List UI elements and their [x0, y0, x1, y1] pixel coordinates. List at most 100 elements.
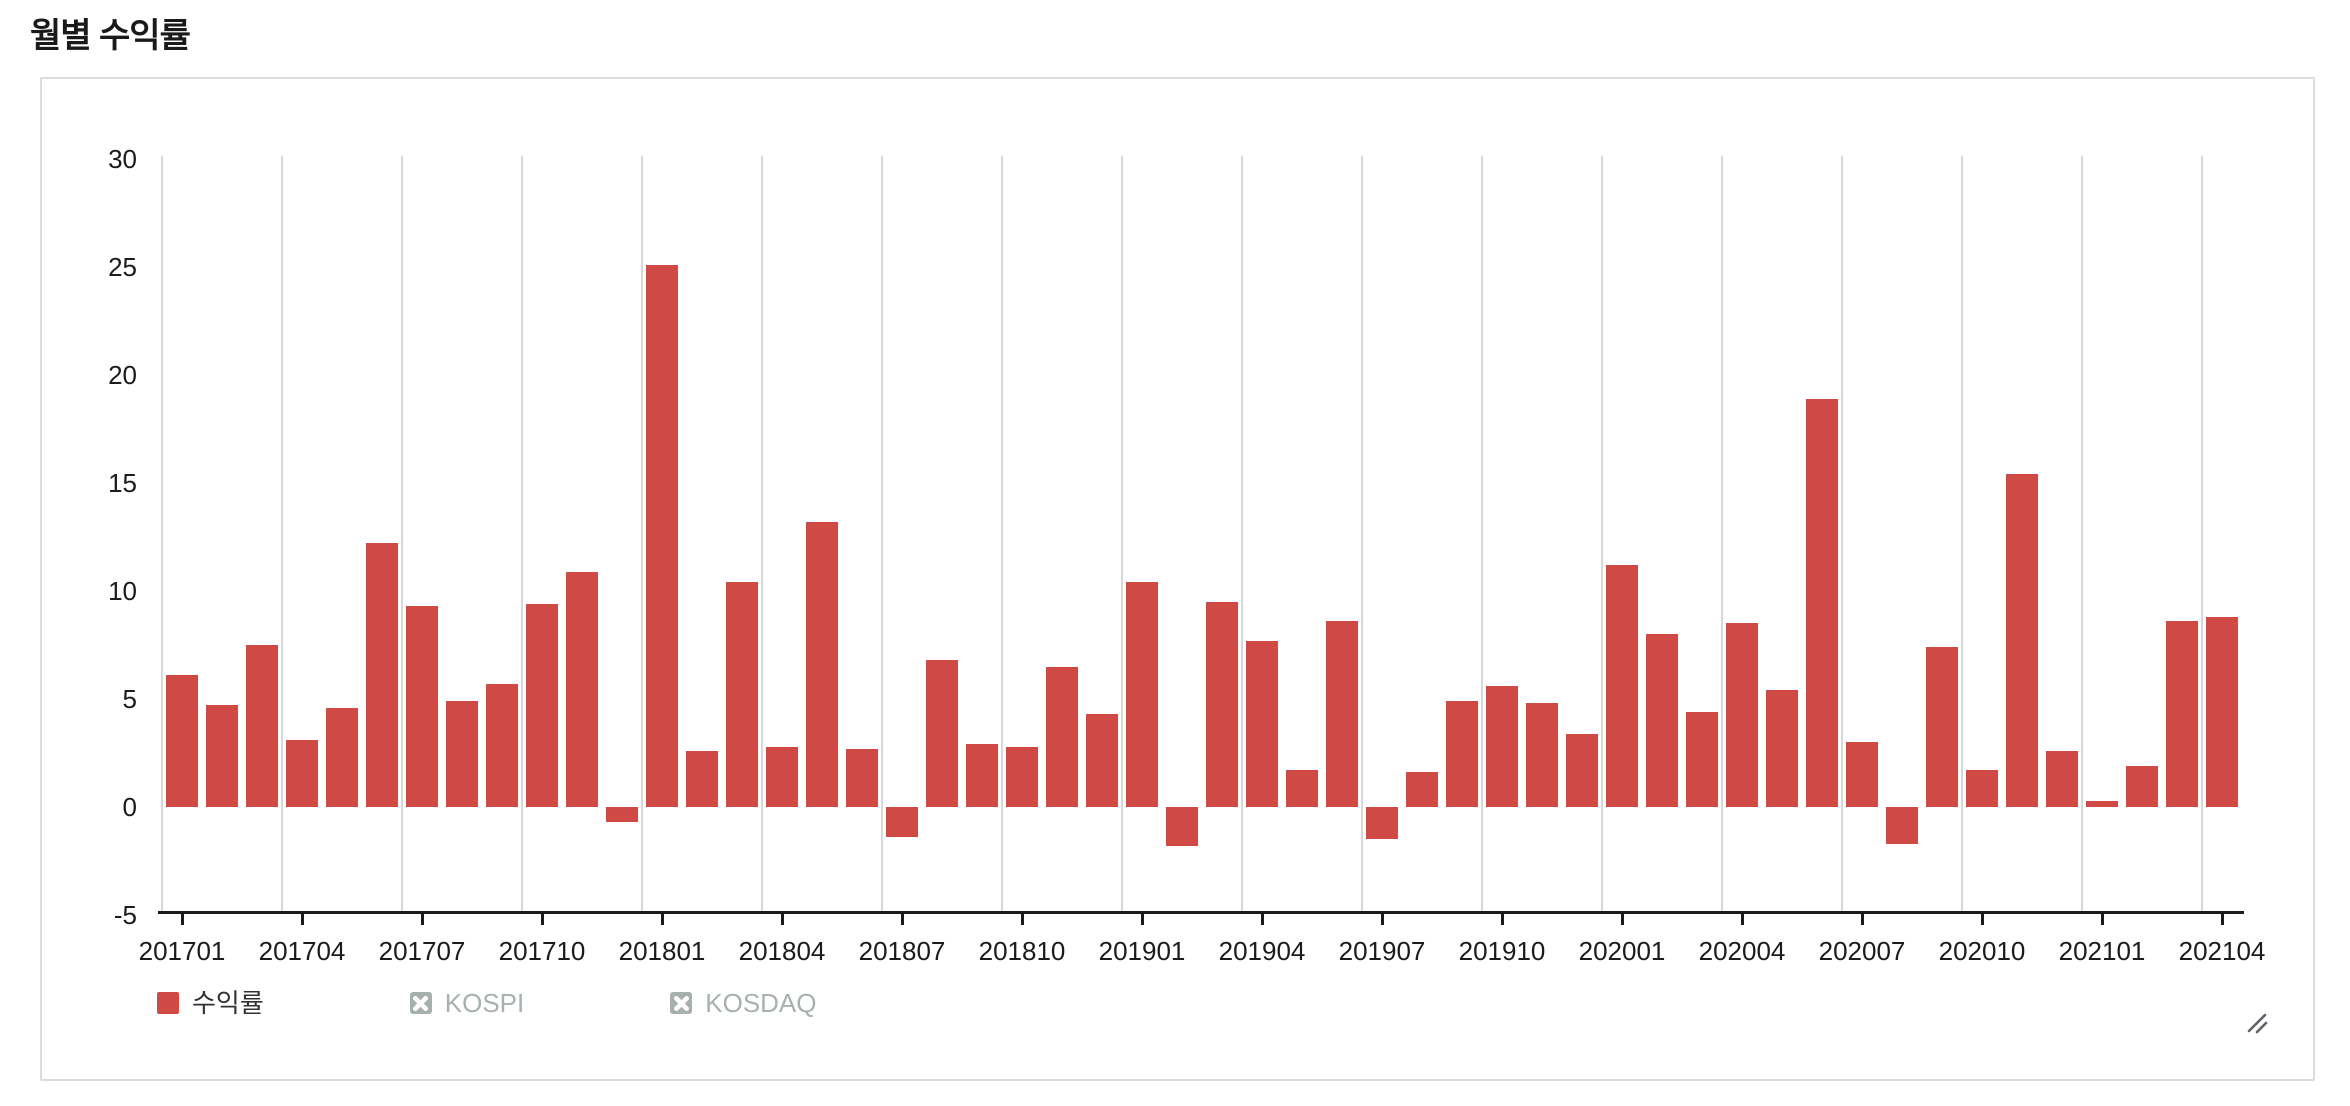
- bar-202010[interactable]: [1966, 769, 1998, 807]
- x-axis-tick: [2100, 914, 2104, 925]
- legend-label-kosdaq: KOSDAQ: [705, 988, 817, 1018]
- bar-201902[interactable]: [1166, 806, 1198, 846]
- x-axis-line: [158, 911, 2244, 914]
- bar-201904[interactable]: [1246, 640, 1278, 807]
- bar-202001[interactable]: [1606, 564, 1638, 807]
- vertical-gridline: [1481, 156, 1483, 911]
- bar-201708[interactable]: [446, 700, 478, 807]
- vertical-gridline: [2081, 156, 2083, 911]
- bar-201802[interactable]: [686, 750, 718, 807]
- bar-201809[interactable]: [966, 743, 998, 807]
- bar-201903[interactable]: [1206, 601, 1238, 807]
- vertical-gridline: [1241, 156, 1243, 911]
- bar-201803[interactable]: [726, 581, 758, 807]
- bar-201906[interactable]: [1326, 620, 1358, 807]
- bar-201810[interactable]: [1006, 746, 1038, 807]
- bar-202008[interactable]: [1886, 806, 1918, 844]
- bar-201905[interactable]: [1286, 769, 1318, 807]
- y-axis-label-0: 0: [122, 791, 137, 822]
- x-axis-label-201707: 201707: [378, 936, 466, 966]
- bar-201707[interactable]: [406, 605, 438, 807]
- bar-201912[interactable]: [1566, 733, 1598, 807]
- x-axis-tick: [780, 914, 784, 925]
- x-axis-tick: [1020, 914, 1024, 925]
- bar-201907[interactable]: [1366, 806, 1398, 839]
- bar-201909[interactable]: [1446, 700, 1478, 807]
- x-axis-label-201704: 201704: [258, 936, 346, 966]
- bar-201709[interactable]: [486, 683, 518, 807]
- bar-202103[interactable]: [2166, 620, 2198, 807]
- bar-201804[interactable]: [766, 746, 798, 807]
- bar-201711[interactable]: [566, 571, 598, 807]
- x-axis-tick: [1140, 914, 1144, 925]
- y-axis-label-20: 20: [108, 359, 137, 390]
- y-axis-label-5: 5: [122, 683, 137, 714]
- x-axis-label-201907: 201907: [1338, 936, 1426, 966]
- bar-202005[interactable]: [1766, 689, 1798, 807]
- x-axis-tick: [1980, 914, 1984, 925]
- vertical-gridline: [521, 156, 523, 911]
- x-axis-label-201901: 201901: [1098, 936, 1186, 966]
- vertical-gridline: [761, 156, 763, 911]
- bar-202012[interactable]: [2046, 750, 2078, 807]
- bar-201812[interactable]: [1086, 713, 1118, 807]
- bar-201704[interactable]: [286, 739, 318, 807]
- bar-201801[interactable]: [646, 264, 678, 807]
- bar-201705[interactable]: [326, 707, 358, 807]
- bar-201808[interactable]: [926, 659, 958, 807]
- x-axis-label-202007: 202007: [1818, 936, 1906, 966]
- bar-201901[interactable]: [1126, 581, 1158, 807]
- legend-item-returns[interactable]: 수익률: [157, 990, 264, 1016]
- bar-202009[interactable]: [1926, 646, 1958, 807]
- x-axis-label-201807: 201807: [858, 936, 946, 966]
- x-axis-tick: [1860, 914, 1864, 925]
- bar-201811[interactable]: [1046, 666, 1078, 807]
- y-axis-label-10: 10: [108, 575, 137, 606]
- bar-201908[interactable]: [1406, 771, 1438, 807]
- chart-legend: 수익률 KOSPI KOSDAQ: [157, 990, 817, 1016]
- y-axis-line: [161, 156, 163, 911]
- x-axis-tick: [1740, 914, 1744, 925]
- resize-handle-icon[interactable]: [2242, 1008, 2274, 1040]
- bar-201710[interactable]: [526, 603, 558, 807]
- bar-201910[interactable]: [1486, 685, 1518, 807]
- y-axis-label-25: 25: [108, 251, 137, 282]
- bar-201703[interactable]: [246, 644, 278, 807]
- bar-201706[interactable]: [366, 542, 398, 807]
- x-axis-label-201710: 201710: [498, 936, 586, 966]
- x-axis-tick: [1260, 914, 1264, 925]
- bar-201911[interactable]: [1526, 702, 1558, 807]
- bar-202007[interactable]: [1846, 741, 1878, 807]
- x-axis-label-202104: 202104: [2178, 936, 2266, 966]
- vertical-gridline: [401, 156, 403, 911]
- legend-swatch-returns-icon: [157, 992, 179, 1014]
- bar-201806[interactable]: [846, 748, 878, 807]
- x-axis-label-202001: 202001: [1578, 936, 1666, 966]
- bar-202004[interactable]: [1726, 622, 1758, 807]
- bar-201702[interactable]: [206, 704, 238, 807]
- bar-201807[interactable]: [886, 806, 918, 837]
- legend-x-mark-kosdaq-icon: [670, 992, 693, 1014]
- legend-item-kosdaq[interactable]: KOSDAQ: [670, 988, 817, 1018]
- bar-202002[interactable]: [1646, 633, 1678, 807]
- x-axis-label-202101: 202101: [2058, 936, 2146, 966]
- bar-202102[interactable]: [2126, 765, 2158, 807]
- bar-201701[interactable]: [166, 674, 198, 807]
- legend-item-kospi[interactable]: KOSPI: [409, 988, 525, 1018]
- bar-201805[interactable]: [806, 521, 838, 807]
- bar-202003[interactable]: [1686, 711, 1718, 807]
- legend-label-kospi: KOSPI: [444, 988, 525, 1018]
- x-axis-tick: [420, 914, 424, 925]
- x-axis-tick: [300, 914, 304, 925]
- bar-202011[interactable]: [2006, 473, 2038, 807]
- vertical-gridline: [1601, 156, 1603, 911]
- x-axis-label-202004: 202004: [1698, 936, 1786, 966]
- bar-202104[interactable]: [2206, 616, 2238, 807]
- x-axis-label-202010: 202010: [1938, 936, 2026, 966]
- x-axis-label-201701: 201701: [138, 936, 226, 966]
- bar-202101[interactable]: [2086, 800, 2118, 807]
- bar-202006[interactable]: [1806, 398, 1838, 807]
- bar-201712[interactable]: [606, 806, 638, 822]
- vertical-gridline: [281, 156, 283, 911]
